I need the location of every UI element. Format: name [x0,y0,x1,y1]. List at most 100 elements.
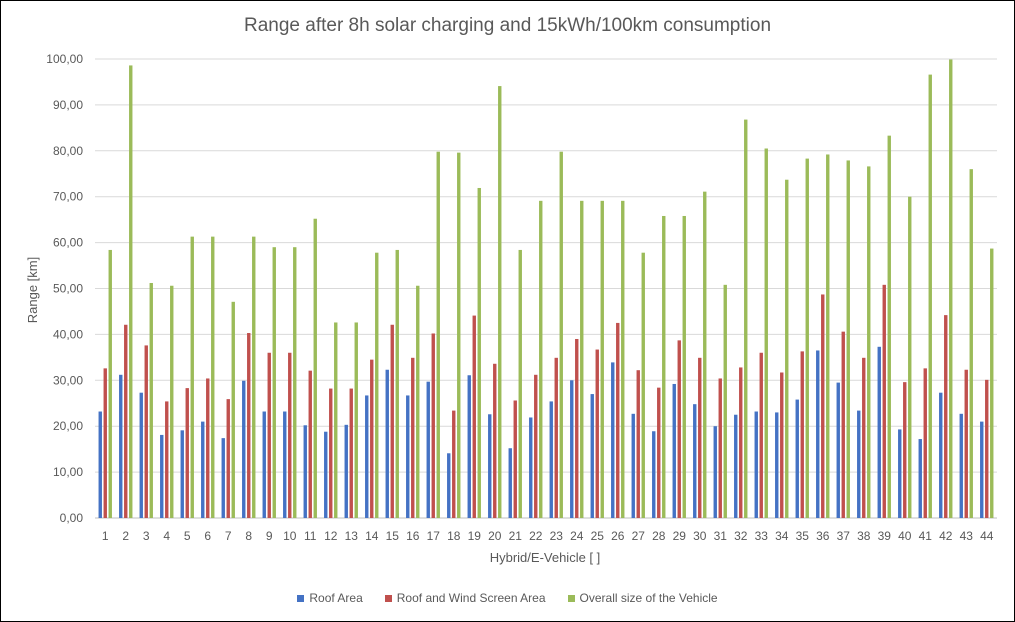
legend-swatch [567,594,575,602]
bar [764,148,768,518]
bar [431,333,435,518]
x-tick-label: 20 [488,529,502,543]
legend-item-overall-size[interactable]: Overall size of the Vehicle [567,591,718,605]
y-tick-label: 100,00 [46,52,83,66]
bar [201,421,205,518]
gridlines [95,58,997,519]
x-tick-label: 33 [755,529,769,543]
y-tick-label: 0,00 [60,511,84,525]
bar [534,374,538,518]
bar [324,431,328,518]
bar [103,368,107,518]
bar [918,439,922,518]
y-tick-label: 50,00 [53,282,83,296]
bar [160,434,164,518]
bar [636,370,640,518]
bar [903,382,907,518]
legend-swatch [297,594,305,602]
bar [867,166,871,518]
x-tick-label: 10 [283,529,297,543]
bar [652,431,656,518]
x-tick-label: 29 [673,529,687,543]
bar [416,285,420,518]
bar [559,151,563,518]
bar [698,357,702,518]
legend-item-roof-area[interactable]: Roof Area [297,591,363,605]
bar [529,417,533,518]
x-tick-label: 14 [365,529,379,543]
bar [826,154,830,519]
bar [775,412,779,518]
bar [190,236,194,518]
legend: Roof Area Roof and Wind Screen Area Over… [1,591,1014,605]
bar [457,152,461,519]
bar [718,378,722,518]
bar [616,322,620,518]
bar [887,135,891,518]
bar [631,413,635,518]
bar [165,401,169,518]
x-tick-label: 37 [837,529,851,543]
bar [570,380,574,518]
x-tick-label: 2 [122,529,129,543]
y-tick-label: 20,00 [53,419,83,433]
bar [580,200,584,518]
bar [980,421,984,518]
x-tick-label: 21 [509,529,523,543]
bar [611,362,615,518]
bar [657,387,661,518]
legend-label: Roof and Wind Screen Area [396,591,546,605]
legend-item-roof-and-wind-screen[interactable]: Roof and Wind Screen Area [384,591,546,605]
bar [836,382,840,518]
legend-swatch [384,594,392,602]
x-tick-label: 22 [529,529,543,543]
bar [334,322,338,518]
x-tick-label: 18 [447,529,461,543]
x-tick-label: 8 [245,529,252,543]
bar [841,331,845,518]
bar [472,315,476,518]
bar [590,394,594,518]
bar [513,400,517,518]
bar [744,119,748,518]
bar [549,401,553,518]
bar [406,395,410,518]
x-tick-label: 5 [184,529,191,543]
y-axis-label: Range [km] [25,257,40,323]
bar [949,59,953,519]
bar [780,372,784,518]
bar [293,247,297,518]
bar [621,200,625,518]
bar [180,430,184,518]
bar [447,453,451,518]
bar [862,357,866,518]
bars [98,59,994,519]
bar [452,410,456,518]
bar [693,404,697,518]
bar [477,187,481,518]
bar [149,282,153,518]
bar [288,352,292,518]
bar [467,375,471,518]
bar [329,388,333,518]
bar [990,248,994,518]
x-tick-label: 4 [163,529,170,543]
bar [800,351,804,518]
x-tick-label: 25 [591,529,605,543]
bar [723,284,727,518]
x-tick-label: 28 [652,529,666,543]
bar [493,363,497,518]
x-tick-label: 13 [345,529,359,543]
bar [600,200,604,518]
bar [144,345,148,518]
x-tick-label: 40 [898,529,912,543]
x-tick-label: 35 [796,529,810,543]
bar [795,399,799,518]
x-tick-label: 16 [406,529,420,543]
bar [488,414,492,518]
bar [641,252,645,518]
x-tick-label: 11 [304,529,317,543]
y-tick-label: 40,00 [53,327,83,341]
x-tick-label: 39 [878,529,892,543]
bar [554,357,558,518]
